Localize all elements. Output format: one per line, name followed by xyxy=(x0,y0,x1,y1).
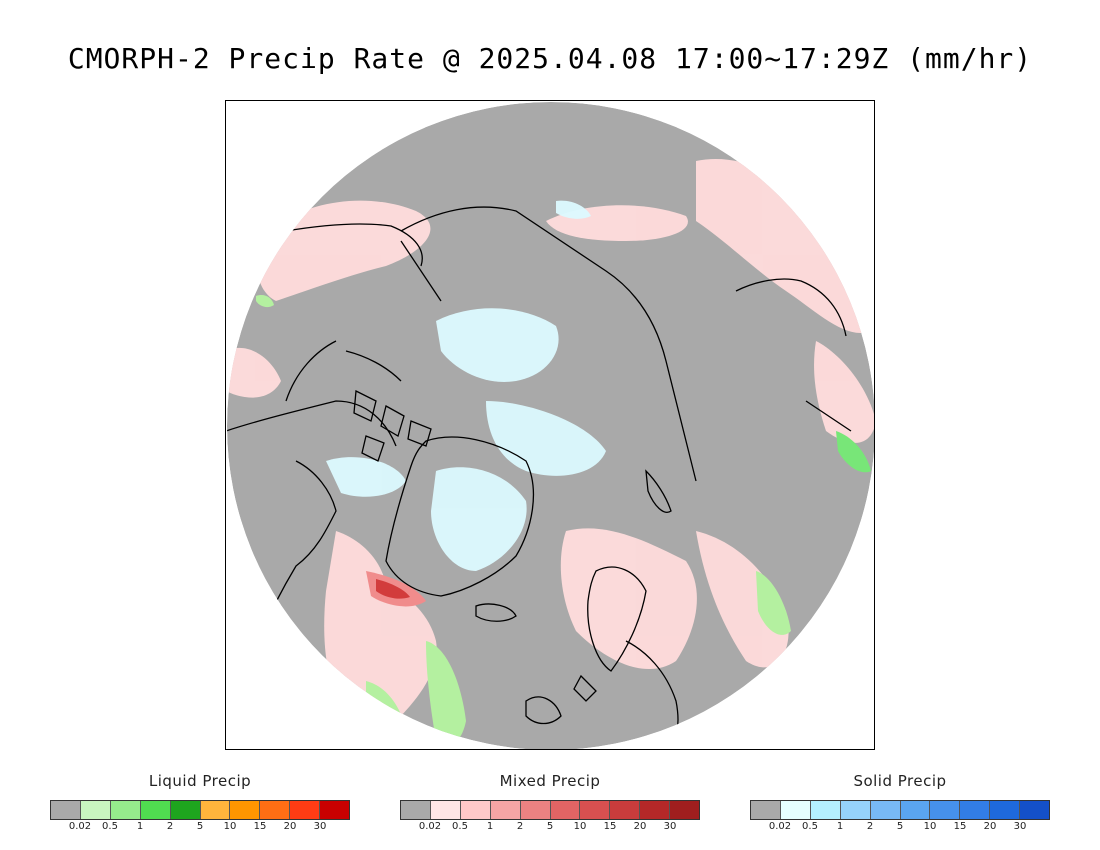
legend-liquid: Liquid Precip 0.02 0.5 1 2 5 10 15 20 30 xyxy=(50,772,350,835)
coastline-siberia xyxy=(400,206,697,482)
legend-swatch xyxy=(460,801,491,819)
legend-swatch xyxy=(640,801,671,819)
legend-tick-label: 5 xyxy=(896,821,904,832)
legend-tick-label: 20 xyxy=(983,821,997,832)
legend-tick-label: 0.5 xyxy=(452,821,468,832)
mixed-precip-europe xyxy=(560,528,697,670)
legend-tick-label: 15 xyxy=(603,821,617,832)
legend-tick-label: 0.02 xyxy=(768,821,792,832)
legend-tick-label: 0.02 xyxy=(418,821,442,832)
liquid-precip-kazakhstan xyxy=(756,571,791,635)
mixed-precip-bering xyxy=(227,347,281,398)
legend-tick-label: 1 xyxy=(836,821,844,832)
solid-precip-east-siberia-strip xyxy=(556,200,591,219)
legend-mixed-ticks: 0.02 0.5 1 2 5 10 15 20 30 xyxy=(400,821,700,835)
legend-tick-label: 10 xyxy=(923,821,937,832)
legend-tick-label: 5 xyxy=(546,821,554,832)
legend-tick-label: 1 xyxy=(136,821,144,832)
legend-swatch xyxy=(51,801,81,819)
legend-swatch xyxy=(900,801,931,819)
legend-swatch xyxy=(840,801,871,819)
solid-precip-arctic-ocean xyxy=(436,308,559,382)
legend-swatch xyxy=(520,801,551,819)
legend-swatch xyxy=(230,801,261,819)
legend-tick-label: 5 xyxy=(196,821,204,832)
coastline-novaya-zemlya xyxy=(645,469,672,513)
legend-swatch xyxy=(670,801,700,819)
legend-swatch xyxy=(870,801,901,819)
legend-swatch xyxy=(170,801,201,819)
legend-solid-title: Solid Precip xyxy=(853,772,947,790)
legend-tick-label: 30 xyxy=(663,821,677,832)
legend-swatch xyxy=(290,801,321,819)
solid-precip-central-arctic xyxy=(486,401,606,476)
legend-tick-label: 10 xyxy=(573,821,587,832)
legend-swatch xyxy=(990,801,1021,819)
mixed-precip-heavy xyxy=(366,571,426,607)
legend-swatch xyxy=(960,801,991,819)
border-russia-alaska xyxy=(400,240,442,302)
chart-title: CMORPH-2 Precip Rate @ 2025.04.08 17:00~… xyxy=(67,42,1033,75)
legend-tick-label: 1 xyxy=(486,821,494,832)
legend-tick-label: 2 xyxy=(166,821,174,832)
polar-map xyxy=(225,100,875,750)
legend-swatch xyxy=(110,801,141,819)
coastline-greenland xyxy=(385,436,535,597)
liquid-precip-central-asia xyxy=(836,431,871,473)
legend-swatch xyxy=(930,801,961,819)
legend-swatch xyxy=(1020,801,1050,819)
legend-solid-ticks: 0.02 0.5 1 2 5 10 15 20 30 xyxy=(750,821,1050,835)
solid-precip-canadian-archipelago xyxy=(326,457,406,497)
legend-swatch xyxy=(200,801,231,819)
legend-liquid-colorbar xyxy=(50,800,350,820)
legend-swatch xyxy=(580,801,611,819)
legend-tick-label: 15 xyxy=(253,821,267,832)
legend-tick-label: 0.5 xyxy=(802,821,818,832)
legend-swatch xyxy=(260,801,291,819)
legend-swatch xyxy=(401,801,431,819)
legend-tick-label: 15 xyxy=(953,821,967,832)
precip-map-svg xyxy=(227,102,874,749)
legend-tick-label: 10 xyxy=(223,821,237,832)
legend-liquid-ticks: 0.02 0.5 1 2 5 10 15 20 30 xyxy=(50,821,350,835)
legend-solid: Solid Precip 0.02 0.5 1 2 5 10 15 20 30 xyxy=(750,772,1050,835)
legend-swatch xyxy=(810,801,841,819)
coastline-iceland xyxy=(475,603,517,622)
legend-swatch xyxy=(140,801,171,819)
legend-mixed-title: Mixed Precip xyxy=(499,772,601,790)
solid-precip-greenland xyxy=(431,467,527,571)
coastline-east-asia xyxy=(735,278,852,432)
legend-mixed-colorbar xyxy=(400,800,700,820)
mixed-precip-far-east xyxy=(696,159,871,333)
legend-tick-label: 2 xyxy=(866,821,874,832)
legend-solid-colorbar xyxy=(750,800,1050,820)
legend-tick-label: 20 xyxy=(633,821,647,832)
coastline-alaska xyxy=(285,223,423,267)
legend-tick-label: 30 xyxy=(313,821,327,832)
coastline-canadian-islands xyxy=(353,389,432,462)
solid-precip-areas xyxy=(326,200,606,571)
coastline-canada xyxy=(227,340,402,647)
legend-liquid-title: Liquid Precip xyxy=(148,772,252,790)
mixed-precip-russia xyxy=(696,531,789,668)
coastline-scandinavia xyxy=(587,566,647,672)
legend-tick-label: 30 xyxy=(1013,821,1027,832)
legend-tick-label: 0.02 xyxy=(68,821,92,832)
legend-tick-label: 2 xyxy=(516,821,524,832)
legend-swatch xyxy=(610,801,641,819)
legend-swatch xyxy=(490,801,521,819)
legend-swatch xyxy=(80,801,111,819)
legend-mixed: Mixed Precip 0.02 0.5 1 2 5 10 15 20 30 xyxy=(400,772,700,835)
legend-swatch xyxy=(320,801,350,819)
liquid-precip-alaska-small xyxy=(256,295,274,308)
legend-swatch xyxy=(430,801,461,819)
legend-tick-label: 20 xyxy=(283,821,297,832)
legend-swatch xyxy=(550,801,581,819)
liquid-precip-atlantic xyxy=(426,641,466,746)
legend-tick-label: 0.5 xyxy=(102,821,118,832)
legend-swatch xyxy=(751,801,781,819)
legend-swatch xyxy=(780,801,811,819)
